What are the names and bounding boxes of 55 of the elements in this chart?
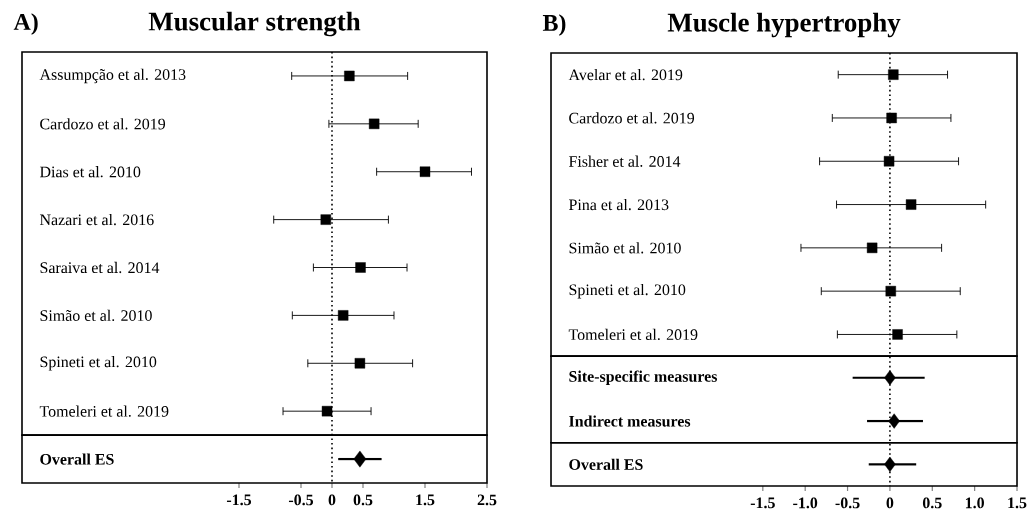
y-tick-label: Assumpção et al. 2013	[39, 68, 186, 84]
point	[883, 156, 895, 167]
y-tick-label: Spineti et al. 2010	[569, 283, 686, 299]
x-tick-label: -0.5	[835, 497, 860, 509]
y-tick-label: Saraiva et al. 2014	[40, 261, 160, 274]
point	[344, 70, 355, 82]
x-tick-label: 0.5	[353, 494, 373, 506]
x-tick-label: -1.5	[750, 497, 775, 509]
chart-title: Muscle hypertrophy	[667, 12, 901, 38]
y-tick-label: Nazari et al. 2016	[39, 213, 154, 226]
point	[320, 214, 331, 225]
point	[885, 285, 896, 297]
y-tick-label: Overall ES	[40, 453, 114, 465]
x-tick-label: -1.0	[793, 497, 818, 509]
x-tick-label: 0	[886, 497, 894, 509]
y-tick-label: Cardozo et al. 2019	[40, 118, 166, 130]
point	[884, 370, 896, 386]
point	[888, 69, 899, 80]
x-tick-label: 0	[328, 494, 336, 506]
x-tick-label: 1.5	[1008, 497, 1027, 509]
point	[892, 329, 903, 340]
y-tick-label: Site-specific measures	[569, 370, 718, 386]
y-tick-label: Simão et al. 2010	[40, 309, 152, 322]
chart-title: Muscular strength	[148, 11, 361, 37]
x-tick-label: 1.0	[965, 497, 984, 509]
y-tick-label: Pina et al. 2013	[568, 198, 669, 211]
y-tick-label: Tomeleri et al. 2019	[39, 405, 169, 417]
y-tick-label: Simão et al. 2010	[569, 242, 681, 254]
point	[355, 262, 366, 273]
y-tick-label: Tomeleri et al. 2019	[568, 328, 698, 341]
point	[321, 405, 333, 417]
x-tick-label: 2.5	[477, 494, 497, 506]
x-tick-label: -1.5	[226, 494, 252, 506]
point	[337, 310, 349, 321]
y-tick-label: Overall ES	[569, 458, 643, 470]
y-tick-label: Fisher et al. 2014	[568, 155, 681, 167]
y-tick-label: Avelar et al. 2019	[568, 69, 683, 81]
point	[353, 450, 367, 468]
y-tick-label: Dias et al. 2010	[39, 166, 141, 178]
point	[884, 456, 896, 472]
text: B)	[542, 14, 566, 36]
point	[905, 199, 917, 210]
point	[368, 118, 380, 130]
point	[886, 112, 897, 124]
y-tick-label: Indirect measures	[569, 415, 691, 427]
point	[419, 166, 431, 177]
x-tick-label: 0.5	[922, 497, 942, 509]
y-tick-label: Cardozo et al. 2019	[569, 112, 695, 124]
point	[888, 413, 900, 429]
point	[354, 358, 366, 369]
x-tick-label: 1.5	[416, 494, 435, 506]
y-tick-label: Spineti et al. 2010	[40, 356, 157, 371]
x-tick-label: -0.5	[288, 494, 314, 506]
text: A)	[13, 13, 38, 35]
point	[866, 242, 878, 254]
